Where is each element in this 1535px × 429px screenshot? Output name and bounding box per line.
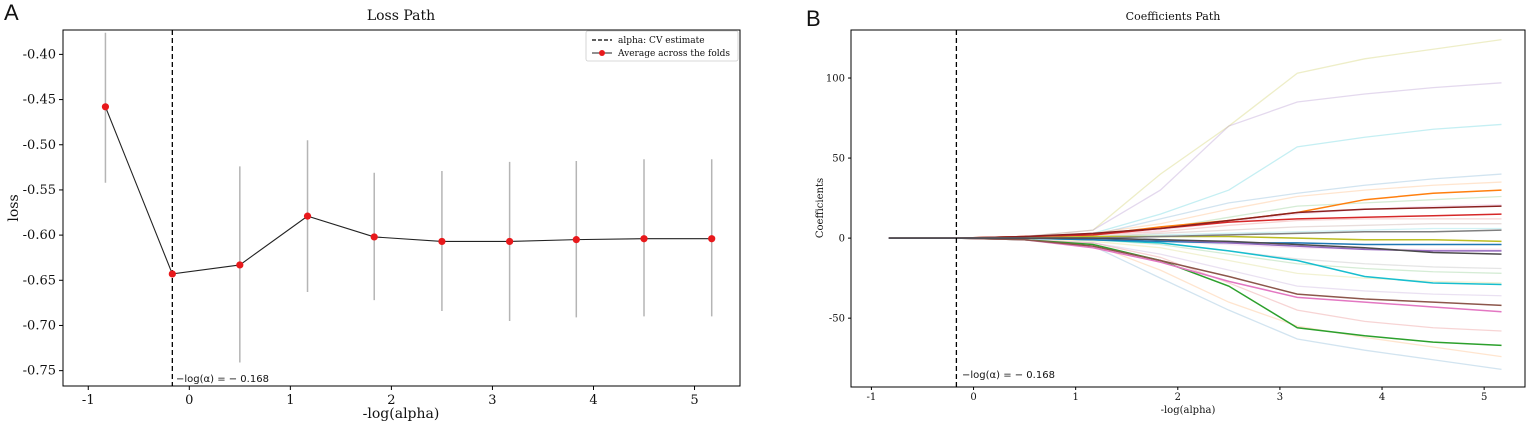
y-tick-label-a: -0.60 (23, 228, 56, 243)
x-tick-label-b: 5 (1481, 392, 1487, 403)
loss-point (303, 212, 312, 220)
plot-frame-b (850, 29, 1526, 388)
legend-label-avg: Average across the folds (617, 49, 730, 59)
coefficient-path-line (888, 237, 1502, 332)
x-tick-label-a: 2 (387, 393, 395, 408)
x-tick-label-b: 3 (1277, 392, 1283, 403)
y-tick-label-a: -0.40 (23, 47, 56, 62)
x-tick-label-a: 3 (488, 393, 496, 408)
legend-box-a (585, 30, 739, 62)
cv-annotation-a: −log(α) = − 0.168 (176, 374, 269, 385)
average-loss-line (104, 106, 712, 275)
loss-point (438, 237, 446, 246)
panel-a-loss-path: A Loss Path -1 0 1 2 3 4 5 -0.75 -0.70 -0.65 -0.60… (4, 0, 741, 422)
chart-title-coefficients-path: Coefficients Path (1126, 10, 1221, 23)
data-layer-a (101, 30, 716, 386)
loss-point (101, 103, 110, 111)
y-tick-label-a: -0.70 (23, 318, 56, 333)
y-tick-label-b: 0 (839, 234, 845, 245)
coefficient-path-line (888, 203, 1502, 239)
x-tick-label-b: 4 (1379, 392, 1385, 403)
y-tick-label-a: -0.65 (23, 273, 56, 288)
cv-annotation-b: −log(α) = − 0.168 (962, 370, 1055, 381)
loss-point (708, 235, 716, 243)
x-tick-label-b: 0 (970, 392, 976, 403)
coefficient-path-line (888, 205, 1502, 239)
coefficient-path-line (888, 82, 1502, 239)
y-tick-label-a: -0.50 (23, 138, 56, 153)
coefficient-path-line (888, 237, 1502, 255)
y-tick-label-a: -0.45 (23, 93, 56, 108)
y-tick-label-a: -0.55 (23, 183, 56, 198)
panel-b-coefficients-path: B Coefficients Path -1 0 1 2 3 4 5 -50 0 50 100 -l… (806, 6, 1526, 416)
y-axis-label-a: loss (6, 194, 22, 221)
coefficient-path-line (888, 189, 1502, 239)
coefficient-path-line (888, 181, 1502, 239)
y-tick-label-a: -0.75 (23, 364, 56, 379)
panel-letter-a: A (4, 0, 19, 25)
coefficient-path-line (888, 237, 1502, 371)
x-tick-label-b: 2 (1175, 392, 1181, 403)
x-tick-label-b: 1 (1072, 392, 1078, 403)
loss-point (236, 261, 244, 269)
loss-point (506, 237, 514, 246)
y-tick-label-b: 100 (826, 74, 845, 85)
axes-ticks-a: -1 0 1 2 3 4 5 -0.75 -0.70 -0.65 -0.60 -0.55 -0.50 -0… (23, 47, 699, 408)
data-layer-b (888, 30, 1502, 387)
y-axis-label-b: Coefficients (815, 178, 826, 238)
coefficient-path-line (888, 237, 1502, 358)
y-tick-label-b: 50 (832, 154, 845, 165)
x-axis-label-a: -log(alpha) (363, 406, 440, 422)
x-tick-label-a: 4 (589, 393, 597, 408)
panel-letter-b: B (806, 6, 821, 31)
loss-point (370, 233, 378, 241)
x-tick-label-a: 5 (690, 393, 698, 408)
x-tick-label-b: -1 (867, 392, 877, 403)
x-tick-label-a: -1 (82, 393, 95, 408)
legend-a: alpha: CV estimate Average across the fo… (585, 30, 739, 62)
coefficient-path-line (888, 237, 1502, 307)
chart-title-loss-path: Loss Path (367, 8, 435, 24)
x-tick-label-a: 0 (185, 393, 193, 408)
x-axis-label-b: -log(alpha) (1161, 405, 1216, 416)
x-tick-label-a: 1 (286, 393, 294, 408)
y-tick-label-b: -50 (829, 314, 845, 325)
loss-point (168, 270, 176, 278)
legend-swatch-avg-marker (599, 50, 605, 56)
loss-point (640, 235, 648, 243)
loss-point (572, 236, 580, 244)
legend-label-cv: alpha: CV estimate (618, 36, 705, 46)
plot-frame-a (62, 29, 741, 387)
axes-ticks-b: -1 0 1 2 3 4 5 -50 0 50 100 (826, 74, 1487, 403)
